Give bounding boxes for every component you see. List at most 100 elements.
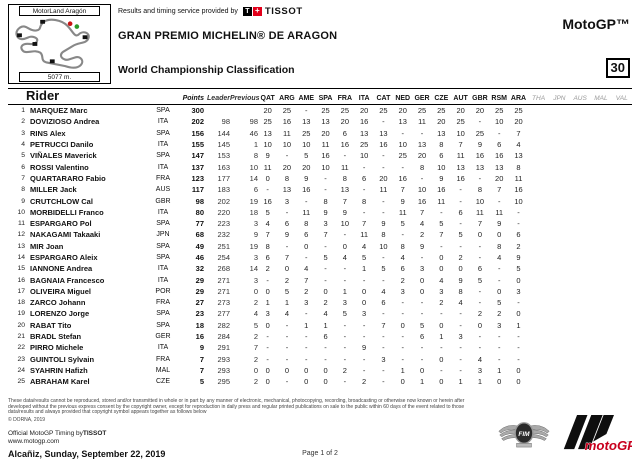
race-points-cell: 6 [323,332,328,342]
race-points-cell: - [362,207,366,217]
race-points-cell: 3 [323,219,328,229]
points-cell: 7 [199,354,204,364]
race-points-cell: - [401,332,404,342]
race-points-cell: 1 [323,320,328,330]
race-points-cell: 4 [284,309,290,319]
race-points-cell: - [266,343,269,353]
race-points-cell: 16 [475,151,485,161]
race-points-cell: 20 [321,128,330,138]
col-header-race-AME: AME [298,95,315,102]
nation-cell: SPA [156,254,170,261]
nation-cell: SPA [156,107,170,115]
race-points-cell: 25 [359,140,369,150]
race-points-cell: 8 [419,162,425,172]
race-points-cell: 13 [495,162,504,172]
race-points-cell: - [304,309,308,319]
race-points-cell: 0 [265,377,270,387]
race-points-cell: 20 [495,173,504,183]
race-points-cell: 5 [516,264,521,274]
race-points-cell: 0 [342,241,347,251]
race-points-cell: - [420,309,424,319]
position-cell: 9 [21,197,25,205]
race-points-cell: 0 [265,173,270,183]
gap-leader-cell: 144 [217,128,230,138]
race-points-cell: 8 [323,196,328,206]
race-points-cell: 5 [323,253,328,262]
race-points-cell: 7 [304,275,309,285]
race-points-cell: 9 [477,140,482,150]
race-points-cell: 0 [362,298,367,308]
points-cell: 137 [191,162,204,172]
race-points-cell: 20 [417,151,427,161]
gap-previous-cell: 14 [249,173,258,183]
race-points-cell: 0 [439,377,444,387]
race-points-cell: 7 [265,230,270,240]
race-points-cell: 0 [323,365,328,375]
col-header-race-CZE: CZE [434,95,449,102]
nation-cell: ITA [157,265,169,273]
col-header-race-GER: GER [414,95,430,102]
gap-previous-cell: 0 [253,365,258,375]
race-points-cell: - [382,162,385,172]
nation-cell: ITA [157,276,169,284]
race-points-cell: - [266,332,269,342]
gap-previous-cell: 10 [249,162,258,172]
race-points-cell: 11 [514,173,523,183]
race-points-cell: - [478,253,482,262]
nation-cell: FRA [156,299,170,307]
nation-cell: ITA [157,208,169,216]
col-header-race-MAL: MAL [594,95,608,102]
race-points-cell: 7 [497,185,502,195]
race-points-cell: 10 [263,140,272,150]
gap-previous-cell: 5 [253,320,258,330]
race-points-cell: 6 [362,173,367,183]
gap-previous-cell: 3 [253,275,258,285]
race-points-cell: - [440,207,443,217]
race-points-cell: - [459,343,462,353]
race-points-cell: 0 [516,309,521,319]
gap-previous-cell: 14 [249,264,258,274]
motogp-logo-icon: motoGP ™ [563,415,632,453]
race-points-cell: - [401,309,404,319]
race-points-cell: - [401,162,404,172]
table-row: 16 BAGNAIA Francesco ITA 29 271 3-2 7- - - -2 0 4 9 5… [8,274,632,285]
col-header-race-ARG: ARG [279,95,295,102]
race-points-cell: - [459,185,462,195]
race-points-cell: - [382,117,385,127]
col-header-race-SPA: SPA [318,95,333,102]
race-points-cell: 13 [437,128,446,138]
race-points-cell: 6 [516,230,521,240]
race-points-cell: 5 [362,253,367,262]
col-header-race-RSM: RSM [491,95,507,102]
race-points-cell: 4 [304,264,309,274]
gap-leader-cell: 177 [217,173,230,183]
table-row: 17 OLIVEIRA Miguel POR 29 271 0 0 5 2 0 1 0 4 3 0 3 8-0 3 [8,286,632,297]
start-light-green-icon [74,24,80,29]
race-points-cell: - [478,117,482,127]
race-points-cell: - [459,320,462,330]
race-points-cell: 9 [323,207,328,217]
race-points-cell: 8 [497,241,502,251]
race-points-cell: 16 [359,117,369,127]
svg-text:™: ™ [626,440,630,444]
table-row: 8 MILLER Jack AUS 117 183 6-13 16-13-11 7 10 16-8… [8,184,632,195]
race-points-cell: - [304,106,308,116]
race-points-cell: 1 [342,286,347,296]
race-points-cell: 9 [516,253,521,262]
col-header-race-JPN: JPN [553,95,566,102]
race-points-cell: 16 [437,185,446,195]
race-points-cell: 0 [323,286,328,296]
race-points-cell: 4 [516,140,521,150]
race-points-cell: 7 [419,207,425,217]
race-points-cell: - [517,219,520,229]
race-points-cell: 9 [400,196,405,206]
race-points-cell: - [459,309,462,319]
race-points-cell: - [362,162,366,172]
race-points-cell: 0 [497,377,502,387]
table-row: 10 MORBIDELLI Franco ITA 80 220 18 5 - 11 9 9 - - 11 7… [8,207,632,218]
race-points-cell: 16 [321,151,330,161]
race-points-cell: 3 [304,298,309,308]
race-points-cell: - [362,275,366,285]
gap-leader-cell: 268 [217,264,230,274]
race-points-cell: 10 [359,151,369,161]
